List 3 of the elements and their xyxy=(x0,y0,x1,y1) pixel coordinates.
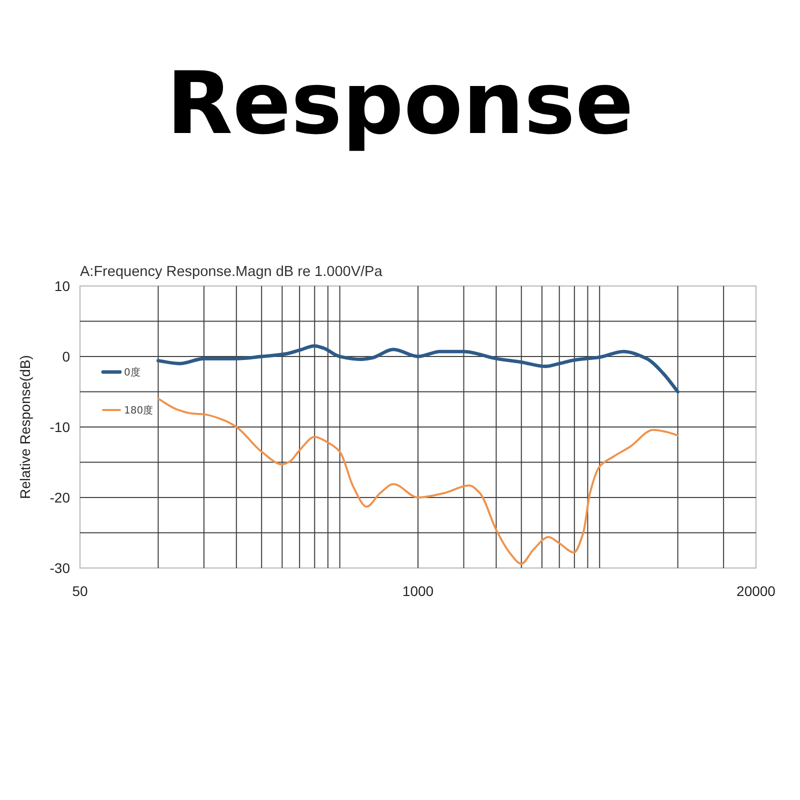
subtitle: A:Frequency Response.Magn dB re 1.000V/Pa xyxy=(80,264,382,280)
ylabel: Relative Response(dB) xyxy=(17,355,33,499)
title: Response xyxy=(166,54,634,154)
